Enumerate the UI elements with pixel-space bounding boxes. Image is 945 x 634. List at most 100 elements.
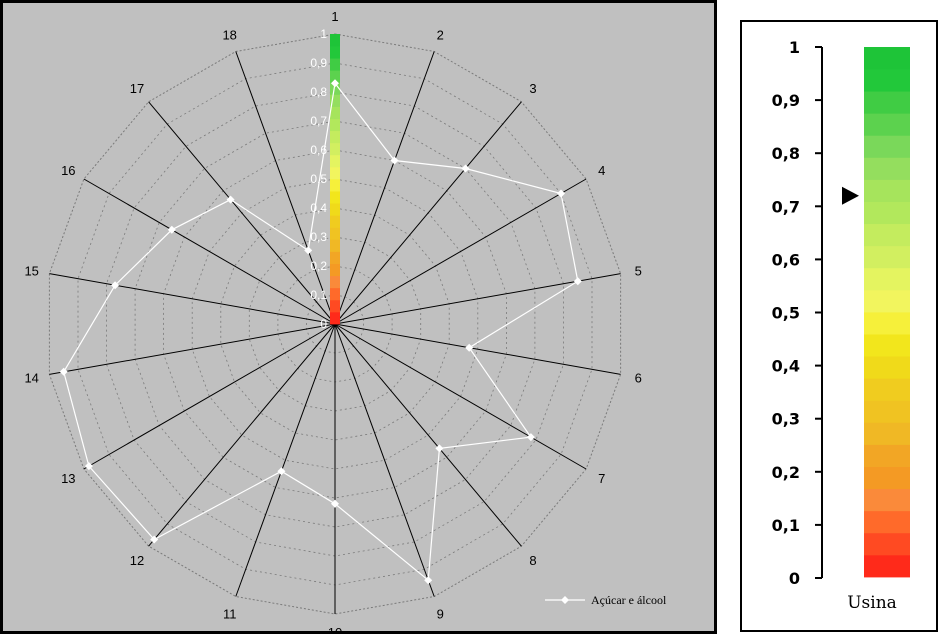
scale-tick-label: 0,7 (772, 197, 800, 216)
scale-tick-label: 1 (789, 38, 800, 57)
radar-color-band (330, 82, 340, 95)
radar-ring-label: 0,6 (310, 143, 327, 157)
radar-spoke (334, 101, 522, 325)
radar-spoke (148, 101, 336, 325)
data-point (461, 164, 470, 173)
radar-spoke (49, 323, 336, 375)
scale-color-band (864, 157, 910, 180)
data-point (167, 225, 176, 234)
legend-label: Açúcar e álcool (591, 593, 667, 607)
radar-color-band (330, 239, 340, 252)
scale-color-band (864, 510, 910, 534)
radar-chart: 00,10,20,30,40,50,60,70,80,91 1234567891… (0, 0, 717, 634)
scale-tick-label: 0,9 (772, 91, 800, 110)
scale-tick-label: 0,3 (772, 410, 800, 429)
radar-spokes (49, 34, 621, 614)
radar-color-band (330, 94, 340, 107)
color-scale-bar (864, 47, 910, 578)
data-point (150, 535, 159, 544)
radar-color-band (330, 166, 340, 180)
color-scale-ticks: 0 0,1 0,2 0,3 0,4 0,5 0,6 0,7 0,8 0,9 1 (772, 38, 822, 588)
radar-color-band (330, 227, 340, 240)
chart-legend: Açúcar e álcool (545, 593, 667, 607)
scale-color-band (864, 312, 910, 335)
data-point (84, 462, 93, 471)
scale-tick-label: 0,4 (772, 357, 800, 376)
data-point (277, 467, 286, 476)
scale-color-band (864, 356, 910, 379)
radar-spoke (334, 323, 621, 375)
radar-spoke (83, 323, 336, 470)
data-point (526, 433, 535, 442)
radar-spoke (334, 178, 587, 325)
radar-chart-frame (0, 0, 717, 634)
category-label: 8 (529, 553, 536, 568)
scale-tick-label: 0,5 (772, 304, 800, 323)
scale-color-band (864, 289, 910, 313)
radar-color-band (330, 179, 340, 192)
radar-ring-label: 1 (320, 27, 327, 41)
category-label: 13 (61, 471, 75, 486)
scale-tick-label: 0,6 (772, 250, 800, 269)
category-label: 16 (61, 163, 75, 178)
data-point (465, 343, 474, 352)
scale-color-band (864, 422, 910, 445)
radar-color-band (330, 34, 340, 47)
scale-color-band (864, 334, 910, 357)
radar-series (59, 79, 582, 585)
data-point (226, 195, 235, 204)
radar-color-band (330, 215, 340, 228)
current-value-marker (842, 186, 859, 205)
radar-spoke (49, 273, 336, 325)
radar-spoke (334, 323, 522, 547)
category-label: 12 (130, 553, 144, 568)
category-label: 15 (24, 264, 38, 279)
radar-ring-label: 0,9 (310, 56, 327, 70)
color-scale-frame (740, 20, 938, 632)
radar-color-band (330, 275, 340, 289)
radar-color-band (330, 203, 340, 216)
radar-color-band (330, 118, 340, 132)
scale-color-band (864, 378, 910, 401)
radar-color-band (330, 130, 340, 144)
radar-color-band (330, 251, 340, 264)
category-label: 3 (529, 81, 536, 96)
radar-color-band (330, 287, 340, 301)
radar-color-band (330, 142, 340, 156)
category-label: 1 (331, 9, 338, 24)
radar-color-band (330, 299, 340, 313)
radar-ring-label: 0,2 (310, 259, 327, 273)
scale-color-band (864, 135, 910, 158)
scale-tick-label: 0,8 (772, 144, 800, 163)
scale-color-band (864, 532, 910, 556)
radar-color-band (330, 311, 340, 325)
scale-color-band (864, 201, 910, 225)
scale-color-band (864, 488, 910, 512)
radar-ring-label: 0,4 (310, 201, 327, 215)
radar-color-band (330, 46, 340, 59)
radar-inline-color-bar (330, 34, 340, 325)
radar-spoke (235, 51, 336, 325)
scale-tick-label: 0,2 (772, 463, 800, 482)
category-label: 7 (598, 471, 605, 486)
category-label: 2 (437, 28, 444, 43)
data-point (59, 367, 68, 376)
radar-ring-label: 0,8 (310, 85, 327, 99)
scale-color-band (864, 554, 910, 578)
radar-spoke (235, 323, 336, 597)
scale-tick-label: 0,1 (772, 516, 800, 535)
scale-color-band (864, 400, 910, 423)
scale-tick-label: 0 (789, 569, 800, 588)
scale-color-band (864, 69, 910, 92)
radar-ring-label: 0 (320, 317, 327, 331)
radar-color-band (330, 106, 340, 119)
scale-color-band (864, 444, 910, 467)
data-point (573, 277, 582, 286)
scale-color-band (864, 179, 910, 202)
radar-ring-labels: 0 0,1 0,2 0,3 0,4 0,5 0,6 0,7 0,8 0,9 1 (310, 27, 327, 331)
data-point (331, 499, 339, 508)
data-point (111, 281, 120, 290)
radar-spoke (334, 273, 621, 325)
radar-spoke (334, 51, 435, 325)
